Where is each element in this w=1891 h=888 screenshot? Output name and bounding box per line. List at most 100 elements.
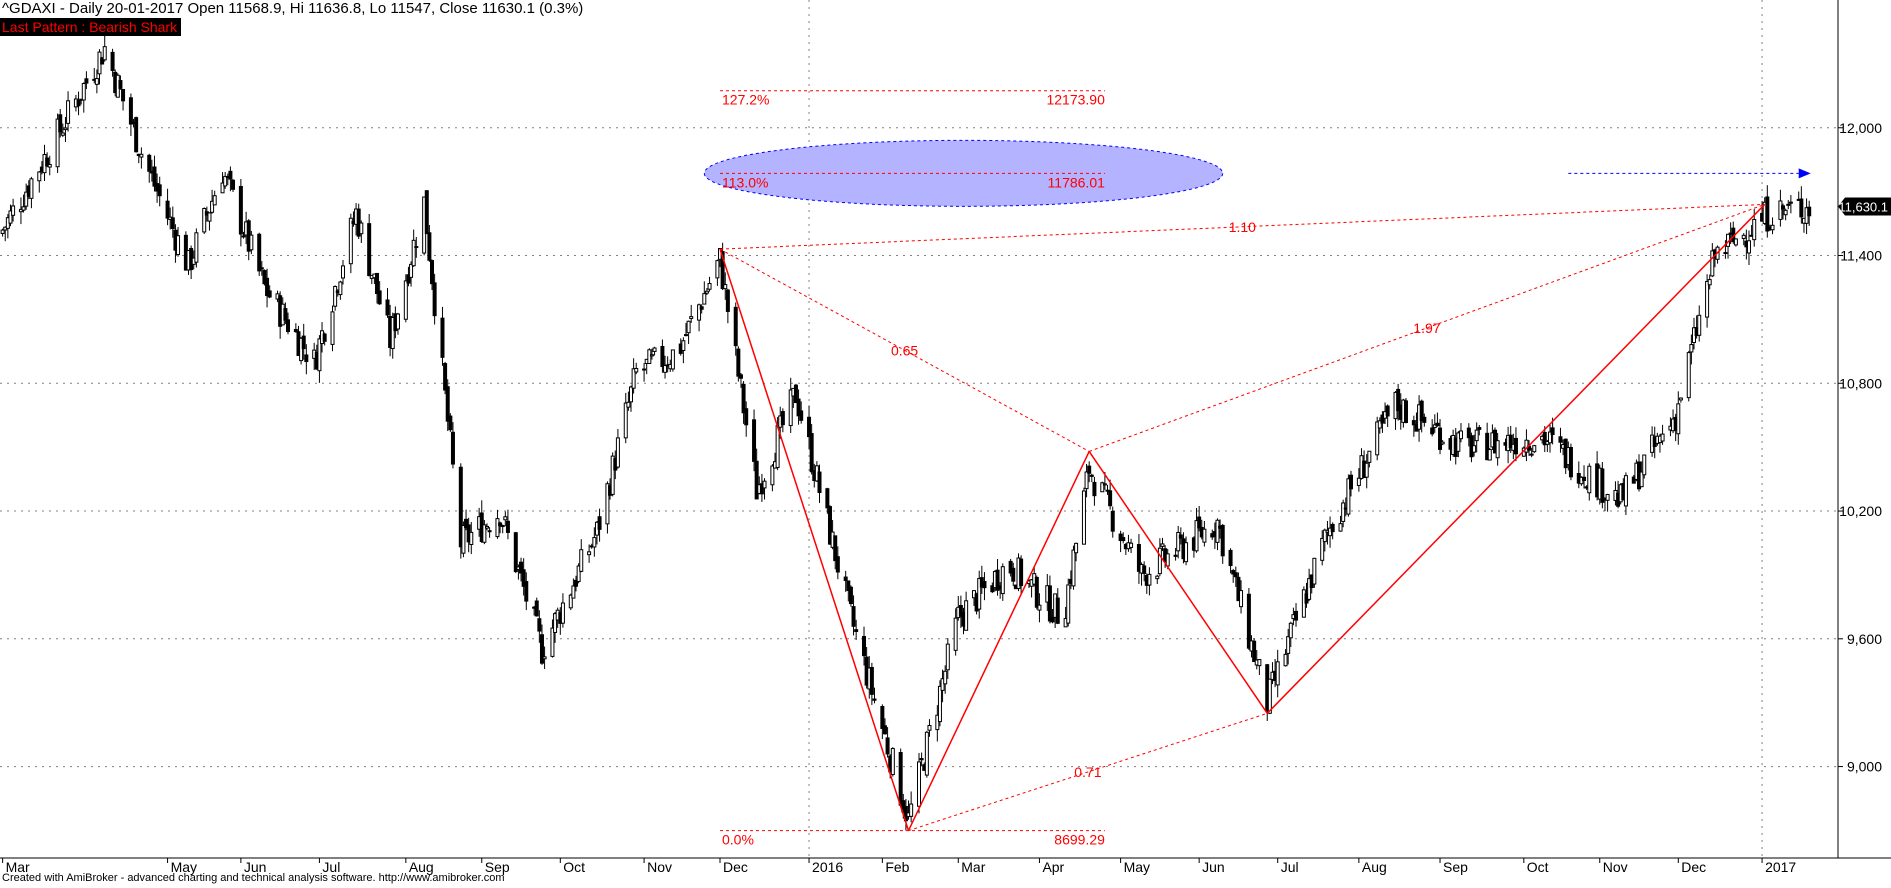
candle-body: [885, 737, 890, 755]
candle-body: [424, 190, 429, 235]
candle-body: [697, 304, 702, 321]
candle: [1419, 399, 1424, 433]
candle: [1778, 189, 1783, 227]
candle-body: [121, 88, 126, 102]
candle: [652, 346, 657, 356]
candle-body: [283, 308, 288, 321]
candle: [848, 585, 853, 607]
candle-body: [1477, 427, 1482, 430]
candle-body: [762, 480, 767, 489]
candle: [631, 358, 636, 394]
candle-body: [304, 354, 309, 363]
candle: [924, 730, 929, 778]
candle: [1089, 473, 1094, 483]
candle: [1723, 240, 1728, 259]
candle-body: [110, 51, 115, 71]
candle: [1110, 506, 1115, 538]
candle-body: [445, 386, 450, 422]
candle-body: [1155, 575, 1160, 580]
candle: [770, 464, 775, 492]
candle-body: [1338, 523, 1343, 532]
candle-body: [1349, 474, 1354, 490]
candle: [796, 389, 801, 425]
candle: [503, 511, 508, 527]
candle: [147, 153, 152, 183]
candle: [338, 280, 343, 300]
candle: [793, 383, 798, 404]
candle-body: [571, 585, 576, 599]
candle-body: [432, 282, 437, 317]
candle: [267, 285, 272, 299]
candle: [440, 306, 445, 366]
candle-body: [299, 337, 304, 362]
candle-body: [60, 132, 65, 136]
candle-body: [524, 581, 529, 602]
candle-body: [1485, 432, 1490, 461]
candle-body: [1631, 476, 1636, 484]
candle: [927, 719, 932, 737]
candle-body: [1786, 203, 1791, 206]
candle: [1726, 233, 1731, 259]
candle-body: [788, 389, 793, 427]
candle-body: [660, 345, 665, 367]
candle: [1799, 186, 1804, 224]
candle: [1288, 621, 1293, 648]
candle: [1087, 461, 1092, 483]
candle: [707, 276, 712, 292]
candle-body: [825, 488, 830, 509]
candle: [1178, 527, 1183, 545]
candle-body: [1275, 661, 1280, 686]
candle-body: [736, 348, 741, 377]
candle-body: [1587, 465, 1592, 494]
candle: [574, 575, 579, 592]
candle: [754, 448, 759, 500]
candle: [1710, 243, 1715, 278]
candle: [1047, 575, 1052, 624]
candle-body: [1194, 520, 1199, 552]
candle-body: [24, 191, 29, 207]
last-price-tag: [1838, 197, 1891, 216]
pattern-ratio-line: [719, 248, 1090, 452]
candle: [1364, 454, 1369, 489]
candle: [1529, 447, 1534, 458]
candle-body: [1377, 420, 1382, 429]
candle: [990, 582, 995, 594]
candle: [862, 626, 867, 666]
candle: [1422, 413, 1427, 427]
candle: [1438, 419, 1443, 455]
candle-body: [338, 281, 343, 296]
candle: [1322, 528, 1327, 552]
candle: [1197, 505, 1202, 532]
candle-body: [1008, 560, 1013, 574]
candle: [450, 422, 455, 469]
candle: [231, 179, 236, 193]
candle: [1356, 468, 1361, 492]
candle: [21, 194, 26, 213]
candle: [723, 272, 728, 300]
candle-body: [1678, 397, 1683, 401]
candle: [1330, 522, 1335, 540]
candle-body: [118, 80, 123, 89]
candle: [1781, 203, 1786, 220]
candle: [1380, 411, 1385, 433]
candle-body: [1252, 640, 1257, 663]
fib-level-pct: 0.0%: [722, 832, 754, 848]
candle: [741, 381, 746, 424]
candle: [1184, 536, 1189, 566]
candle: [1435, 412, 1440, 427]
candle: [605, 481, 610, 534]
x-tick-label: Aug: [409, 859, 434, 875]
candle: [176, 227, 181, 257]
candle-body: [293, 328, 298, 333]
candle: [1155, 574, 1160, 585]
candle: [982, 572, 987, 601]
candle-body: [484, 525, 489, 529]
y-tick-label: 10,200: [1839, 503, 1882, 519]
candle-body: [238, 185, 243, 235]
candle: [1220, 523, 1225, 564]
x-tick-label: 2017: [1765, 859, 1796, 875]
candle: [568, 593, 573, 611]
candle-body: [1458, 430, 1463, 440]
last-price-label: 11,630.1: [1838, 200, 1888, 215]
candle-body: [1147, 573, 1152, 586]
